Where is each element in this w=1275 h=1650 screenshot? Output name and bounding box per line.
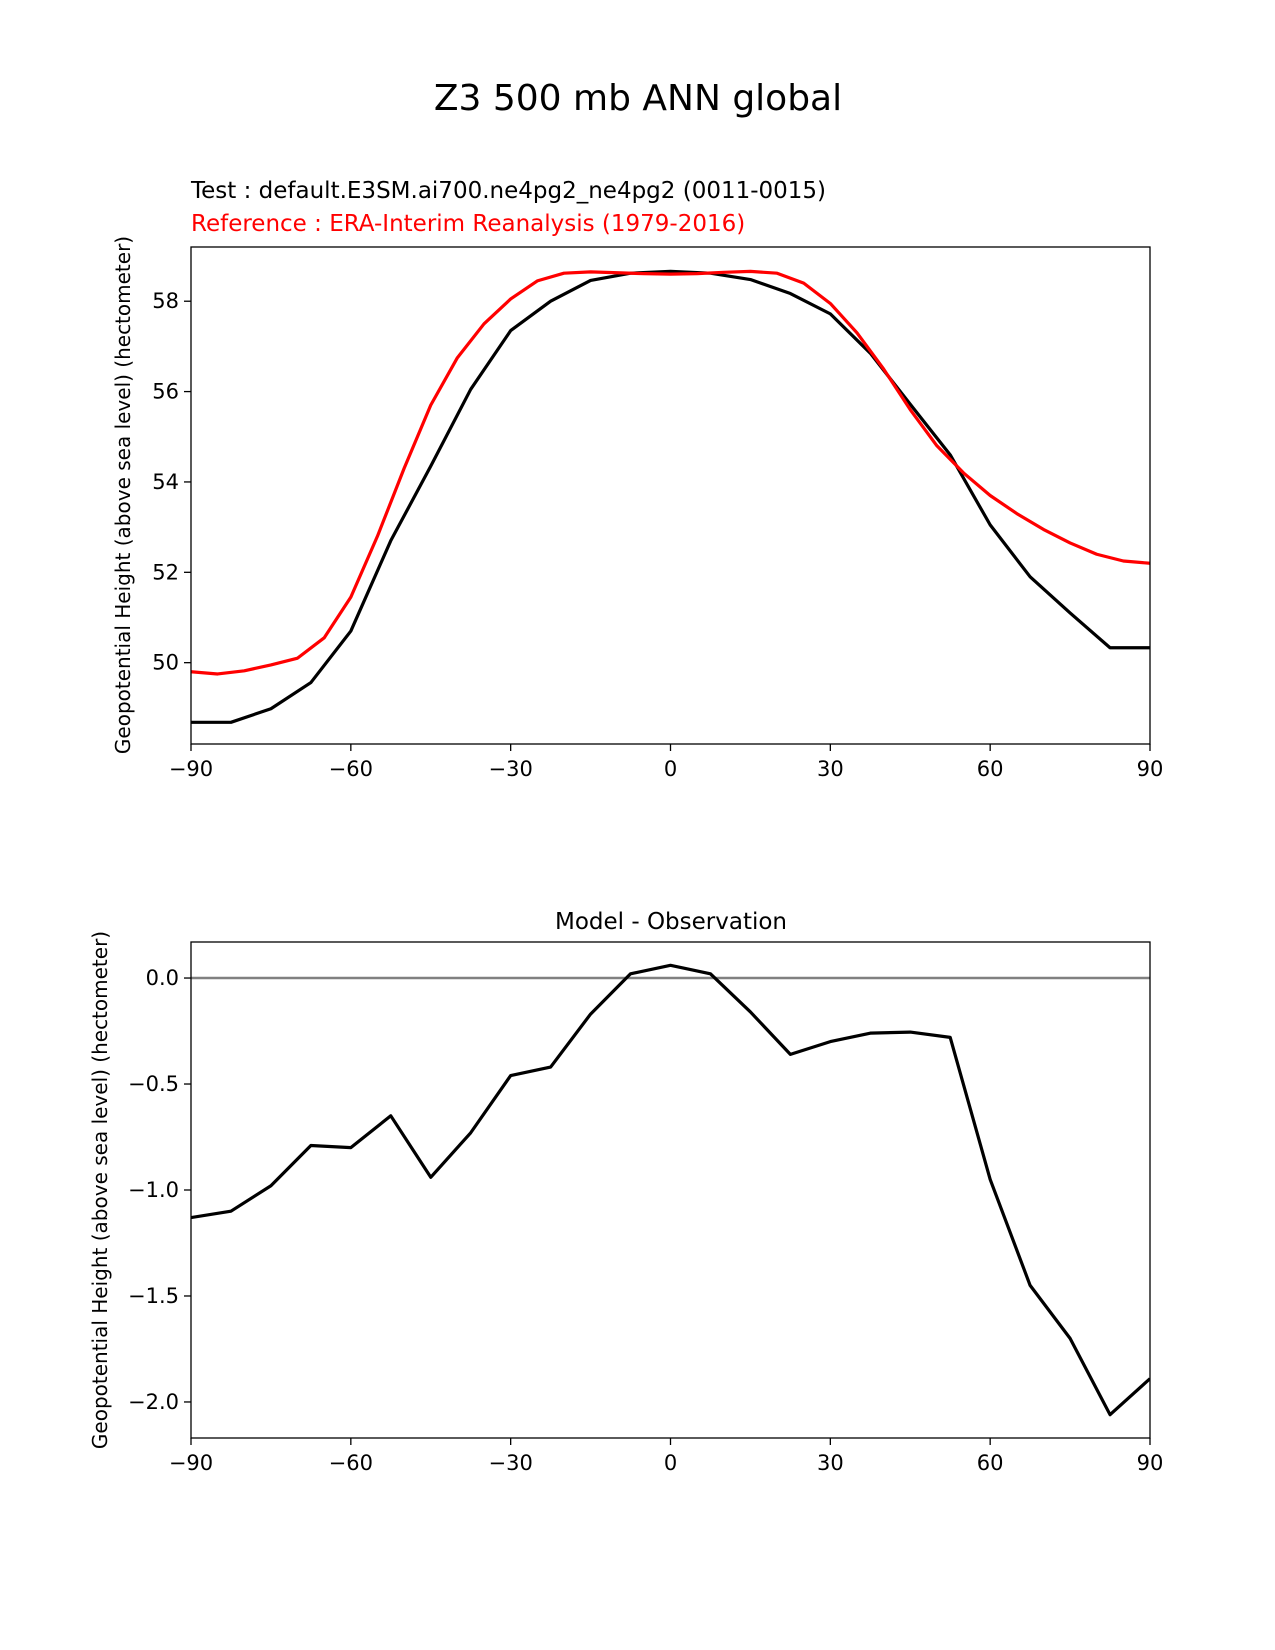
reference-label: Reference : ERA-Interim Reanalysis (1979… (191, 211, 745, 237)
x-tick-label: 0 (664, 1451, 677, 1475)
x-tick-label: −60 (329, 757, 373, 781)
axes-frame (190, 941, 1151, 1439)
x-tick-label: 60 (977, 1451, 1004, 1475)
x-tick-label: 60 (977, 757, 1004, 781)
y-tick-label: 54 (152, 470, 179, 494)
y-tick-label: −1.5 (128, 1284, 179, 1308)
series-line-model-observation (191, 963, 1150, 1417)
y-tick-label: −2.0 (128, 1390, 179, 1414)
x-tick-label: 0 (664, 757, 677, 781)
series-line-reference (191, 269, 1150, 676)
axes-frame (190, 246, 1151, 745)
upper-chart: Test : default.E3SM.ai700.ne4pg2_ne4pg2 … (111, 178, 1163, 781)
test-label: Test : default.E3SM.ai700.ne4pg2_ne4pg2 … (190, 178, 826, 204)
y-tick-label: −1.0 (128, 1178, 179, 1202)
y-tick-label: 56 (152, 380, 179, 404)
y-tick-label: 58 (152, 289, 179, 313)
y-tick-label: 0.0 (146, 966, 179, 990)
x-tick-label: −30 (489, 1451, 533, 1475)
y-axis-label: Geopotential Height (above sea level) (h… (88, 931, 112, 1449)
y-tick-label: 50 (152, 651, 179, 675)
figure-suptitle: Z3 500 mb ANN global (434, 78, 842, 119)
lower-chart: Model - Observation −90 −60 −30 0 30 60 90 0.0 −… (88, 909, 1163, 1475)
y-tick-label: −0.5 (128, 1072, 179, 1096)
x-tick-label: −90 (169, 1451, 213, 1475)
y-tick-label: 52 (152, 560, 179, 584)
x-tick-label: 30 (817, 757, 844, 781)
x-tick-label: 90 (1137, 1451, 1164, 1475)
x-tick-label: −90 (169, 757, 213, 781)
lower-chart-title: Model - Observation (555, 909, 787, 935)
x-tick-label: 90 (1137, 757, 1164, 781)
series-line-test (191, 269, 1150, 724)
x-tick-label: −60 (329, 1451, 373, 1475)
x-tick-label: 30 (817, 1451, 844, 1475)
y-axis-label: Geopotential Height (above sea level) (h… (111, 236, 135, 754)
x-tick-label: −30 (489, 757, 533, 781)
